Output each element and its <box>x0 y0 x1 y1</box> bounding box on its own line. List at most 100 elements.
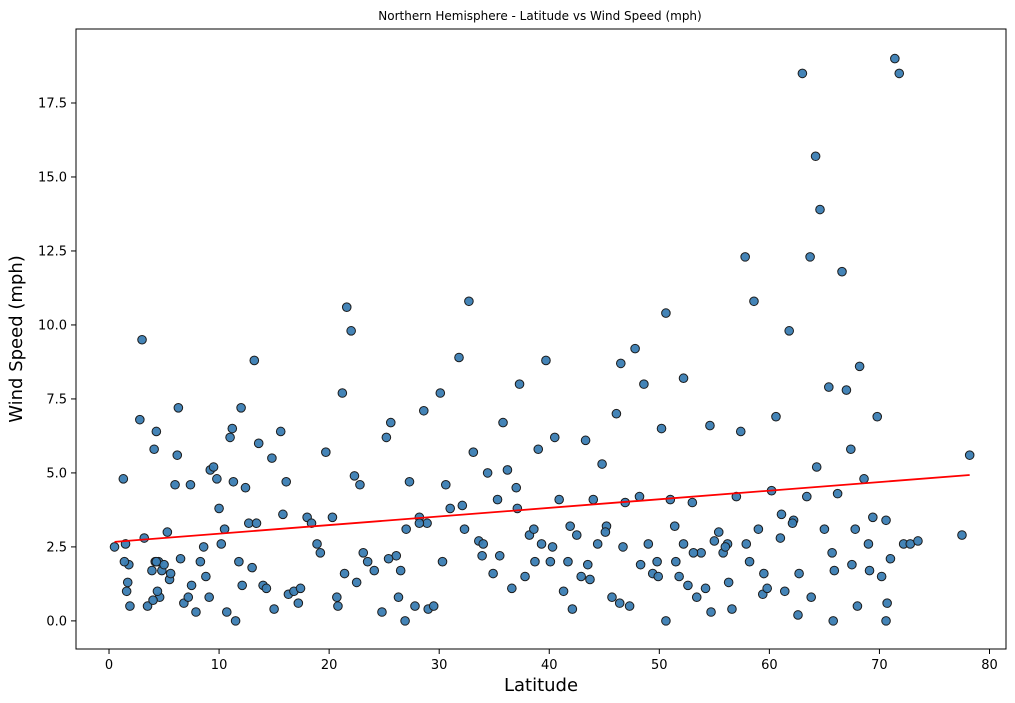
data-point <box>750 297 759 306</box>
data-point <box>226 433 235 442</box>
data-point <box>479 540 488 549</box>
data-point <box>163 528 172 537</box>
data-point <box>745 557 754 566</box>
data-point <box>149 596 158 605</box>
data-point <box>608 593 617 602</box>
data-point <box>228 424 237 433</box>
data-point <box>110 543 119 552</box>
data-point <box>882 617 891 626</box>
data-point <box>493 495 502 504</box>
data-point <box>851 525 860 534</box>
data-point <box>848 560 857 569</box>
x-tick-label: 20 <box>321 658 338 673</box>
data-point <box>616 359 625 368</box>
data-point <box>231 617 240 626</box>
data-point <box>842 386 851 395</box>
data-point <box>370 566 379 575</box>
data-point <box>248 563 257 572</box>
data-point <box>568 605 577 614</box>
data-point <box>192 608 201 617</box>
data-point <box>120 557 129 566</box>
data-point <box>754 525 763 534</box>
data-point <box>864 540 873 549</box>
data-point <box>724 578 733 587</box>
data-point <box>455 353 464 362</box>
data-point <box>296 584 305 593</box>
data-point <box>250 356 259 365</box>
data-point <box>205 593 214 602</box>
data-point <box>150 445 159 454</box>
data-point <box>615 599 624 608</box>
data-point <box>688 498 697 507</box>
data-point <box>489 569 498 578</box>
data-point <box>742 540 751 549</box>
data-point <box>672 557 681 566</box>
data-point <box>217 540 226 549</box>
data-point <box>174 404 183 413</box>
chart-title: Northern Hemisphere - Latitude vs Wind S… <box>378 9 701 23</box>
data-point <box>772 412 781 421</box>
data-point <box>895 69 904 78</box>
data-point <box>829 617 838 626</box>
x-axis-label: Latitude <box>504 675 578 696</box>
data-point <box>352 578 361 587</box>
data-point <box>811 152 820 161</box>
data-point <box>119 475 128 484</box>
data-point <box>503 466 512 475</box>
x-tick-label: 60 <box>761 658 778 673</box>
data-point <box>670 522 679 531</box>
data-point <box>338 389 347 398</box>
data-point <box>675 572 684 581</box>
data-point <box>140 534 149 543</box>
data-point <box>891 54 900 63</box>
data-point <box>550 433 559 442</box>
data-point <box>644 540 653 549</box>
data-point <box>515 380 524 389</box>
y-tick-label: 12.5 <box>38 244 67 259</box>
data-point <box>229 477 238 486</box>
data-point <box>213 475 222 484</box>
data-point <box>478 551 487 560</box>
data-point <box>166 569 175 578</box>
data-point <box>138 335 147 344</box>
data-point <box>640 380 649 389</box>
data-point <box>386 418 395 427</box>
data-point <box>436 389 445 398</box>
data-point <box>847 445 856 454</box>
x-tick-label: 80 <box>981 658 998 673</box>
data-point <box>612 409 621 418</box>
y-tick-label: 17.5 <box>38 96 67 111</box>
data-point <box>914 537 923 546</box>
data-point <box>662 309 671 318</box>
data-point <box>199 543 208 552</box>
data-point <box>441 480 450 489</box>
data-point <box>313 540 322 549</box>
data-point <box>828 549 837 558</box>
data-point <box>235 557 244 566</box>
data-point <box>340 569 349 578</box>
data-point <box>684 581 693 590</box>
data-point <box>802 492 811 501</box>
data-point <box>679 374 688 383</box>
data-point <box>222 608 231 617</box>
data-point <box>378 608 387 617</box>
data-point <box>666 495 675 504</box>
data-point <box>598 460 607 469</box>
data-point <box>363 557 372 566</box>
data-point <box>152 427 161 436</box>
data-point <box>816 205 825 214</box>
data-point <box>316 549 325 558</box>
data-point <box>148 566 157 575</box>
data-point <box>806 253 815 262</box>
data-point <box>958 531 967 540</box>
data-point <box>798 69 807 78</box>
data-point <box>508 584 517 593</box>
data-point <box>187 581 196 590</box>
y-tick-label: 7.5 <box>46 392 67 407</box>
data-point <box>334 602 343 611</box>
data-point <box>350 472 359 481</box>
data-point <box>446 504 455 513</box>
data-point <box>788 519 797 528</box>
data-point <box>499 418 508 427</box>
